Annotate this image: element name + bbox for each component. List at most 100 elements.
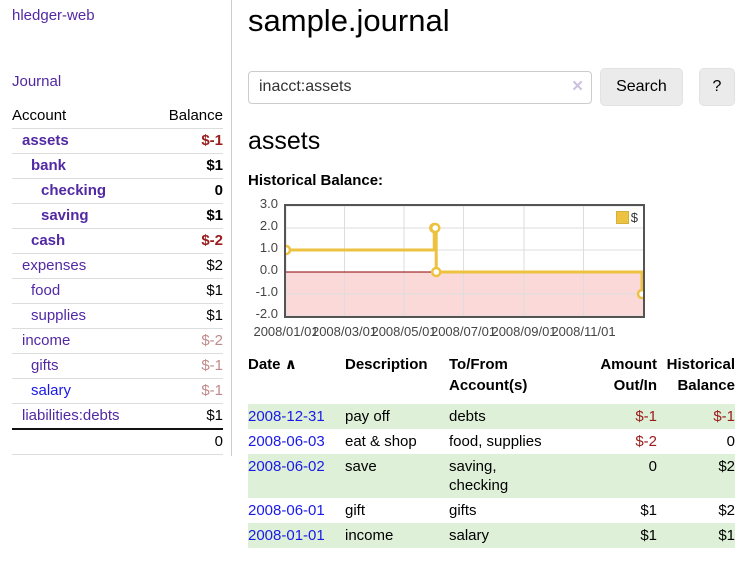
search-button[interactable]: Search — [600, 68, 683, 106]
transaction-description: gift — [345, 502, 366, 519]
accounts-total-row: 0 — [12, 428, 223, 455]
register-row: 2008-06-01 gift gifts $1 $2 — [248, 498, 735, 523]
search-input[interactable] — [248, 70, 593, 104]
accounts-table: Account Balance assets $-1 bank $1 check… — [12, 104, 223, 455]
help-button[interactable]: ? — [698, 68, 735, 106]
account-balance: 0 — [152, 178, 223, 204]
register-row: 2008-06-02 save saving, checking 0 $2 — [248, 454, 735, 498]
account-row-checking: checking 0 — [12, 178, 223, 204]
x-tick-label: 2008/01/01 — [253, 324, 319, 339]
chart-legend: $ — [615, 210, 638, 225]
account-balance: $2 — [152, 253, 223, 279]
transaction-date-link[interactable]: 2008-12-31 — [248, 408, 325, 425]
account-row-assets: assets $-1 — [12, 128, 223, 154]
transaction-date-link[interactable]: 2008-06-01 — [248, 502, 325, 519]
legend-label: $ — [630, 210, 638, 225]
transaction-balance: $-1 — [713, 408, 735, 425]
transaction-balance: $2 — [718, 502, 735, 519]
chart-plot: $ — [284, 204, 645, 318]
sort-asc-icon: ∧ — [284, 356, 297, 373]
account-link-gifts[interactable]: gifts — [31, 357, 59, 374]
total-spacer — [12, 428, 153, 455]
account-balance: $-1 — [152, 128, 223, 154]
transaction-balance: 0 — [726, 433, 735, 450]
transaction-accounts: food, supplies — [449, 433, 542, 450]
transaction-accounts: saving, checking — [449, 458, 509, 494]
account-row-salary: salary $-1 — [12, 378, 223, 404]
register-row: 2008-01-01 income salary $1 $1 — [248, 523, 735, 548]
transaction-description: income — [345, 527, 394, 544]
account-link-income[interactable]: income — [22, 332, 71, 349]
register-row: 2008-06-03 eat & shop food, supplies $-2… — [248, 429, 735, 454]
register-col-amount: Amount Out/In — [600, 356, 657, 394]
transaction-description: eat & shop — [345, 433, 417, 450]
accounts-header-row: Account Balance — [12, 104, 223, 129]
account-link-saving[interactable]: saving — [41, 207, 89, 224]
register-col-description: Description — [345, 356, 428, 373]
account-link-bank[interactable]: bank — [31, 157, 67, 174]
account-row-bank: bank $1 — [12, 153, 223, 179]
account-balance: $1 — [152, 203, 223, 229]
account-link-liabilities-debts[interactable]: liabilities:debts — [22, 407, 120, 424]
transaction-balance: $1 — [718, 527, 735, 544]
transaction-date-link[interactable]: 2008-01-01 — [248, 527, 325, 544]
register-col-date[interactable]: Date ∧ — [248, 354, 345, 404]
accounts-col-account: Account — [12, 107, 67, 124]
transaction-amount: $-2 — [635, 433, 657, 450]
account-link-cash[interactable]: cash — [31, 232, 66, 249]
x-tick-label: 2008/09/01 — [491, 324, 557, 339]
transaction-amount: 0 — [648, 458, 657, 475]
account-balance: $1 — [152, 278, 223, 304]
transaction-amount: $1 — [640, 502, 657, 519]
y-tick-label: 0.0 — [259, 262, 278, 277]
account-link-checking[interactable]: checking — [41, 182, 107, 199]
chart-x-labels: 2008/01/01 2008/03/01 2008/05/01 2008/07/01… — [248, 324, 735, 340]
search-form: × Search ? — [248, 68, 735, 106]
transaction-description: save — [345, 458, 377, 475]
accounts-col-balance: Balance — [168, 107, 223, 124]
account-link-supplies[interactable]: supplies — [31, 307, 87, 324]
brand-link[interactable]: hledger-web — [12, 7, 95, 24]
account-row-supplies: supplies $1 — [12, 303, 223, 329]
search-box: × — [248, 70, 593, 104]
main-content: sample.journal × Search ? assets Histori… — [248, 0, 735, 548]
account-link-assets[interactable]: assets — [22, 132, 69, 149]
account-balance: $-1 — [152, 378, 223, 404]
x-tick-label: 2008/05/01 — [371, 324, 437, 339]
page-title: sample.journal — [248, 3, 450, 38]
account-link-food[interactable]: food — [31, 282, 61, 299]
legend-swatch — [615, 211, 629, 224]
account-link-salary[interactable]: salary — [31, 382, 72, 399]
account-balance: $-1 — [152, 353, 223, 379]
account-row-saving: saving $1 — [12, 203, 223, 229]
register-col-balance: Historical Balance — [666, 356, 735, 394]
sidebar-item-journal[interactable]: Journal — [12, 73, 62, 90]
account-row-expenses: expenses $2 — [12, 253, 223, 279]
accounts-total-value: 0 — [152, 428, 223, 455]
account-row-food: food $1 — [12, 278, 223, 304]
y-tick-label: 2.0 — [259, 218, 278, 233]
transaction-amount: $-1 — [635, 408, 657, 425]
account-balance: $1 — [152, 303, 223, 329]
account-balance: $1 — [152, 153, 223, 179]
account-balance: $1 — [152, 403, 223, 429]
transaction-accounts: debts — [449, 408, 486, 425]
transaction-accounts: salary — [449, 527, 490, 544]
x-tick-label: 2008/07/01 — [430, 324, 497, 339]
clear-icon[interactable]: × — [571, 75, 584, 97]
date-header-label: Date — [248, 356, 281, 373]
register-header-row: Date ∧ Description To/From Account(s) Am… — [248, 354, 735, 404]
x-tick-label: 2008/03/01 — [311, 324, 378, 339]
historical-balance-chart: 3.0 2.0 1.0 0.0 -1.0 -2.0 $ 2008/01/01 2008/03… — [248, 196, 735, 340]
transaction-date-link[interactable]: 2008-06-02 — [248, 458, 325, 475]
account-link-expenses[interactable]: expenses — [22, 257, 87, 274]
transaction-description: pay off — [345, 408, 390, 425]
transaction-balance: $2 — [718, 458, 735, 475]
transaction-date-link[interactable]: 2008-06-03 — [248, 433, 325, 450]
register-row: 2008-12-31 pay off debts $-1 $-1 — [248, 404, 735, 429]
x-tick-label: 2008/11/01 — [551, 324, 616, 339]
account-row-cash: cash $-2 — [12, 228, 223, 254]
account-row-liabilities-debts: liabilities:debts $1 — [12, 403, 223, 429]
account-balance: $-2 — [152, 328, 223, 354]
